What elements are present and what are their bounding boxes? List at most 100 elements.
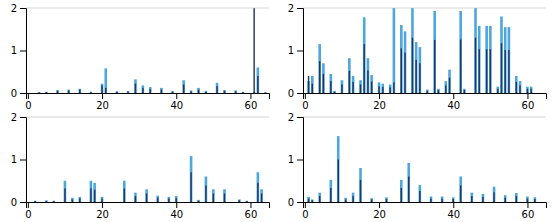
panel: 0204060012 bbox=[11, 112, 270, 220]
tick: 40 bbox=[447, 93, 460, 111]
tick: 60 bbox=[245, 202, 258, 220]
x-axis: 0204060 bbox=[302, 93, 546, 111]
bar bbox=[150, 89, 151, 93]
bar bbox=[205, 185, 206, 202]
bar bbox=[445, 85, 446, 93]
reference-line bbox=[26, 117, 269, 118]
bar bbox=[385, 197, 388, 202]
tick: 1 bbox=[11, 154, 26, 165]
tick-mark bbox=[297, 51, 303, 52]
bar bbox=[393, 82, 394, 93]
axis-line bbox=[20, 118, 27, 203]
tick-mark bbox=[379, 93, 380, 99]
bar bbox=[253, 8, 254, 93]
bar bbox=[459, 11, 462, 93]
bar bbox=[478, 26, 481, 93]
bar bbox=[490, 49, 491, 93]
bar bbox=[501, 43, 502, 93]
bar bbox=[176, 198, 177, 202]
bar bbox=[79, 199, 80, 202]
tick-mark bbox=[20, 160, 26, 161]
tick: 1 bbox=[11, 45, 26, 56]
tick-label: 0 bbox=[25, 209, 31, 220]
bar bbox=[45, 92, 48, 93]
panel: 0204060012 bbox=[288, 112, 547, 220]
tick-label: 40 bbox=[447, 209, 460, 220]
tick: 60 bbox=[245, 93, 258, 111]
bar bbox=[534, 199, 535, 202]
bar bbox=[345, 199, 346, 202]
bar-series bbox=[308, 160, 536, 203]
tick-label: 40 bbox=[447, 100, 460, 111]
bar bbox=[378, 82, 381, 93]
tick-label: 60 bbox=[245, 100, 258, 111]
tick: 40 bbox=[170, 93, 183, 111]
bar bbox=[146, 194, 147, 203]
bar bbox=[460, 185, 461, 202]
tick-mark bbox=[20, 117, 26, 118]
tick-mark bbox=[453, 202, 454, 208]
bar bbox=[135, 84, 136, 93]
bar bbox=[319, 196, 320, 202]
bar bbox=[68, 90, 69, 93]
bar bbox=[438, 90, 439, 93]
bar bbox=[408, 177, 409, 203]
bar bbox=[367, 58, 370, 93]
bar bbox=[508, 27, 511, 93]
tick-mark bbox=[102, 93, 103, 99]
tick: 20 bbox=[96, 93, 109, 111]
bar bbox=[257, 76, 258, 93]
bar bbox=[212, 189, 215, 202]
tick-label: 1 bbox=[288, 154, 294, 165]
bar bbox=[412, 38, 413, 93]
bar bbox=[78, 89, 81, 93]
y-axis: 012 bbox=[11, 112, 27, 208]
bar bbox=[101, 84, 104, 93]
tick-mark bbox=[176, 93, 177, 99]
bar bbox=[471, 193, 474, 202]
bar bbox=[489, 26, 492, 93]
bar bbox=[216, 83, 219, 93]
bar bbox=[407, 163, 410, 202]
bar bbox=[157, 198, 158, 202]
tick-label: 60 bbox=[522, 209, 535, 220]
bar bbox=[471, 196, 472, 202]
bar bbox=[352, 196, 353, 202]
tick-mark bbox=[297, 202, 303, 203]
bar bbox=[246, 201, 247, 202]
tick-label: 1 bbox=[11, 45, 17, 56]
bar bbox=[156, 196, 159, 202]
bar bbox=[381, 84, 384, 93]
bar bbox=[367, 70, 368, 93]
axis-line bbox=[304, 94, 547, 100]
reference-line bbox=[26, 8, 269, 9]
tick-mark bbox=[20, 8, 26, 9]
x-axis: 0204060 bbox=[25, 93, 269, 111]
y-axis: 012 bbox=[11, 3, 27, 99]
bar bbox=[205, 92, 206, 93]
bar bbox=[371, 82, 372, 93]
bar bbox=[182, 80, 185, 93]
bar-series bbox=[308, 38, 532, 93]
bar bbox=[330, 81, 331, 93]
bar bbox=[352, 82, 353, 93]
bar bbox=[360, 85, 361, 94]
bar bbox=[426, 90, 429, 93]
bar bbox=[105, 88, 106, 93]
axis-line bbox=[297, 118, 304, 203]
bar bbox=[404, 31, 407, 93]
bar bbox=[101, 85, 102, 93]
bar bbox=[352, 76, 355, 93]
tick: 40 bbox=[447, 202, 460, 220]
bar bbox=[312, 84, 313, 93]
bar bbox=[64, 188, 65, 202]
bar bbox=[433, 11, 436, 93]
bar bbox=[223, 189, 226, 202]
bar bbox=[134, 79, 137, 93]
bar bbox=[135, 196, 136, 202]
axis-line bbox=[297, 9, 304, 94]
bar bbox=[427, 91, 428, 93]
tick-label: 20 bbox=[96, 100, 109, 111]
bar bbox=[234, 90, 237, 93]
bar bbox=[508, 50, 509, 93]
